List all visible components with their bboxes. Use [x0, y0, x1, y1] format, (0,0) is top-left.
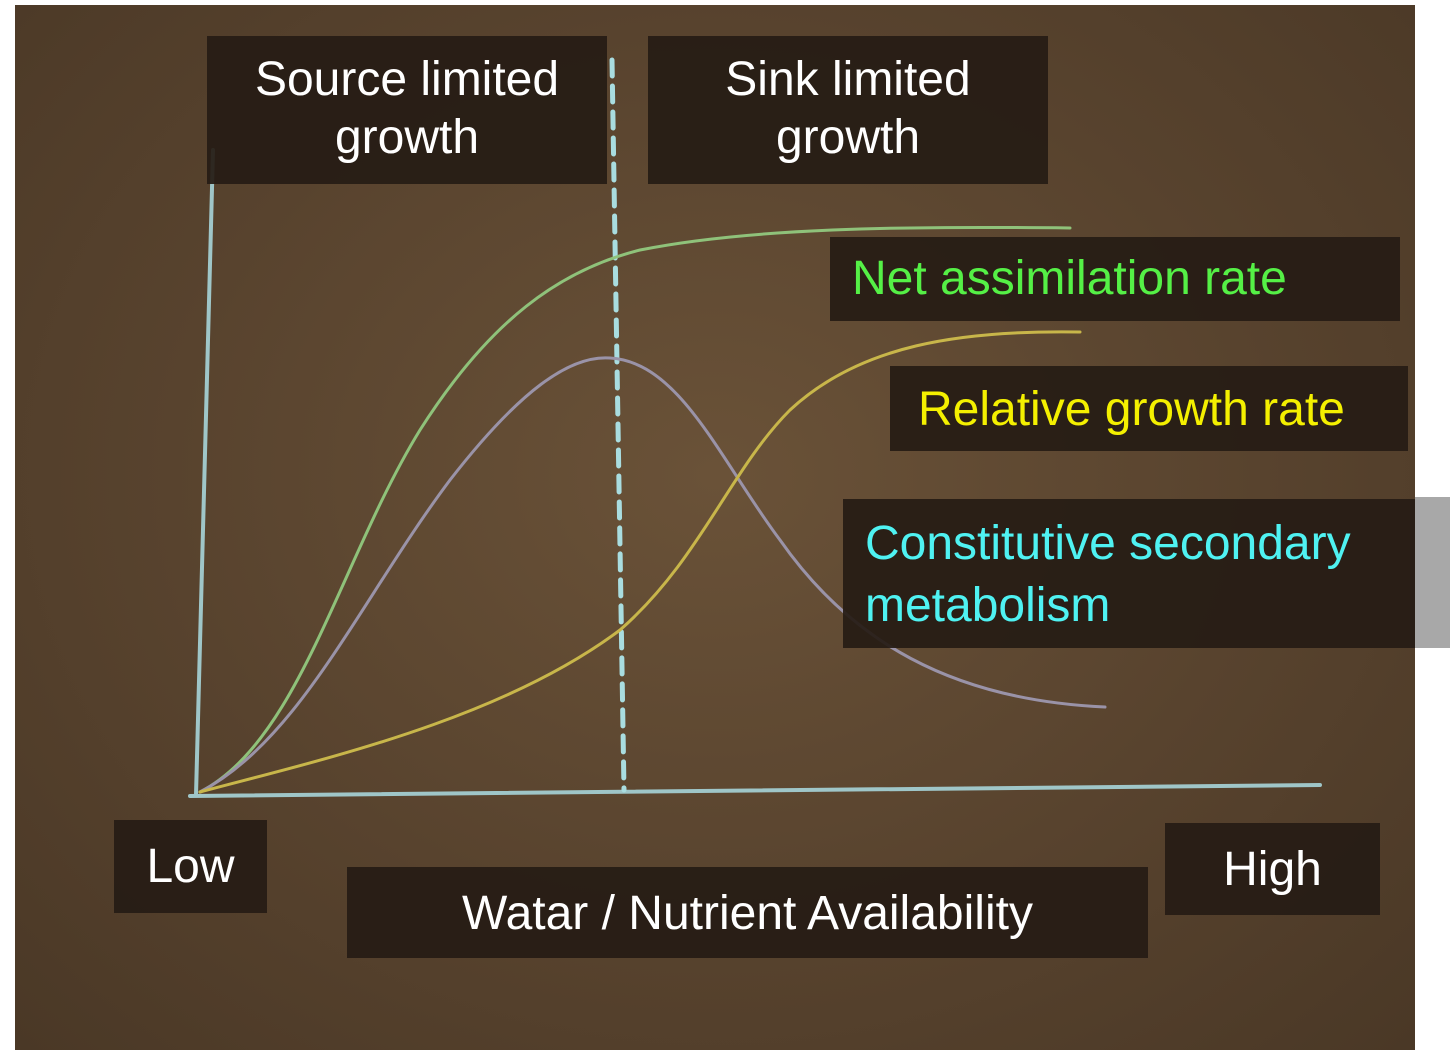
label-line: Watar / Nutrient Availability	[347, 885, 1148, 943]
region-label: Source limited growth	[207, 36, 607, 184]
label-line: growth	[207, 109, 607, 167]
x-axis	[190, 785, 1320, 796]
label-line: metabolism	[865, 575, 1415, 637]
edge-box	[1415, 497, 1450, 648]
label-line: Source limited	[207, 51, 607, 109]
axis-high: High	[1165, 823, 1380, 915]
curve-label: Net assimilation rate	[830, 237, 1400, 321]
axis-low: Low	[114, 820, 267, 913]
label-line: Net assimilation rate	[852, 250, 1400, 308]
label-line: High	[1165, 841, 1380, 899]
label-line: Low	[114, 838, 267, 896]
label-line: growth	[648, 109, 1048, 167]
label-line: Constitutive secondary	[865, 513, 1415, 575]
axis-title: Watar / Nutrient Availability	[347, 867, 1148, 958]
label-line: Relative growth rate	[918, 381, 1408, 439]
divider-line	[612, 60, 624, 790]
curve-label: Relative growth rate	[890, 366, 1408, 451]
page: Source limited growth Sink limited growt…	[0, 0, 1450, 1052]
curve-label: Constitutive secondary metabolism	[843, 499, 1415, 648]
y-axis	[196, 150, 213, 795]
label-line: Sink limited	[648, 51, 1048, 109]
region-label: Sink limited growth	[648, 36, 1048, 184]
